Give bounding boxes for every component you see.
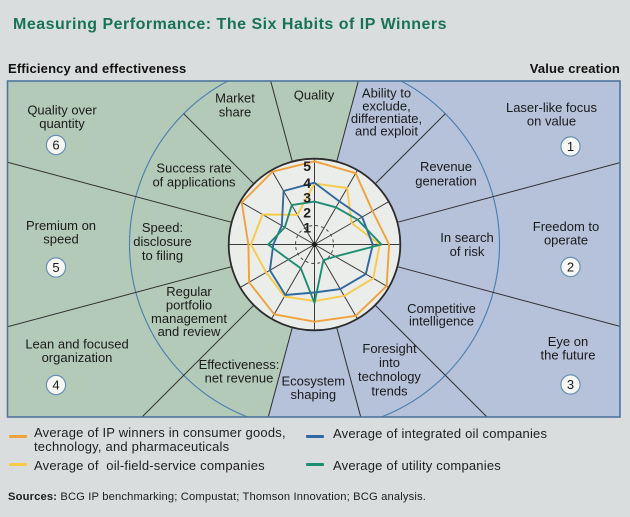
svg-text:organization: organization: [42, 350, 113, 365]
svg-text:generation: generation: [415, 174, 476, 189]
svg-text:5: 5: [303, 158, 311, 174]
svg-text:portfolio: portfolio: [166, 297, 212, 312]
svg-text:speed: speed: [43, 232, 78, 247]
svg-text:into: into: [379, 355, 400, 370]
svg-text:share: share: [219, 104, 252, 119]
svg-text:Competitive: Competitive: [407, 301, 476, 316]
svg-text:Lean and focused: Lean and focused: [25, 337, 128, 352]
svg-text:Ecosystem: Ecosystem: [282, 373, 346, 388]
svg-text:3: 3: [567, 377, 574, 392]
svg-text:disclosure: disclosure: [133, 234, 192, 249]
svg-text:management: management: [151, 311, 227, 326]
svg-text:technology: technology: [358, 369, 421, 384]
svg-text:on value: on value: [527, 114, 576, 129]
svg-text:1: 1: [303, 220, 311, 236]
svg-text:and review: and review: [158, 324, 221, 339]
svg-text:to filing: to filing: [142, 248, 183, 263]
svg-text:Quality over: Quality over: [27, 102, 97, 117]
svg-text:4: 4: [303, 175, 311, 191]
svg-text:exclude,: exclude,: [362, 98, 410, 113]
svg-text:3: 3: [303, 190, 311, 206]
svg-text:of applications: of applications: [152, 174, 236, 189]
svg-text:net revenue: net revenue: [205, 371, 274, 386]
svg-text:Speed:: Speed:: [142, 220, 183, 235]
svg-text:quantity: quantity: [39, 116, 85, 131]
svg-text:of risk: of risk: [450, 244, 485, 259]
svg-text:operate: operate: [544, 233, 588, 248]
svg-text:In search: In search: [440, 230, 493, 245]
svg-text:the future: the future: [541, 348, 596, 363]
svg-text:trends: trends: [371, 383, 408, 398]
svg-text:1: 1: [567, 139, 574, 154]
svg-text:Success rate: Success rate: [156, 160, 231, 175]
svg-text:Foresight: Foresight: [362, 341, 417, 356]
svg-text:2: 2: [303, 204, 311, 220]
svg-text:5: 5: [52, 260, 59, 275]
svg-text:4: 4: [52, 378, 59, 393]
svg-text:2: 2: [567, 260, 574, 275]
svg-text:differentiate,: differentiate,: [351, 111, 422, 126]
svg-text:Ability to: Ability to: [362, 86, 411, 101]
svg-text:intelligence: intelligence: [409, 314, 474, 329]
svg-text:Premium on: Premium on: [26, 218, 96, 233]
svg-text:Regular: Regular: [166, 284, 212, 299]
svg-text:Laser-like focus: Laser-like focus: [506, 100, 598, 115]
svg-text:Eye on: Eye on: [548, 334, 588, 349]
svg-text:Freedom to: Freedom to: [533, 219, 599, 234]
svg-text:6: 6: [52, 138, 59, 153]
svg-text:and exploit: and exploit: [355, 124, 418, 139]
svg-text:Market: Market: [215, 91, 255, 106]
svg-text:shaping: shaping: [291, 387, 337, 402]
svg-text:Quality: Quality: [294, 88, 335, 103]
svg-text:Effectiveness:: Effectiveness:: [199, 357, 280, 372]
svg-text:Revenue: Revenue: [420, 159, 472, 174]
